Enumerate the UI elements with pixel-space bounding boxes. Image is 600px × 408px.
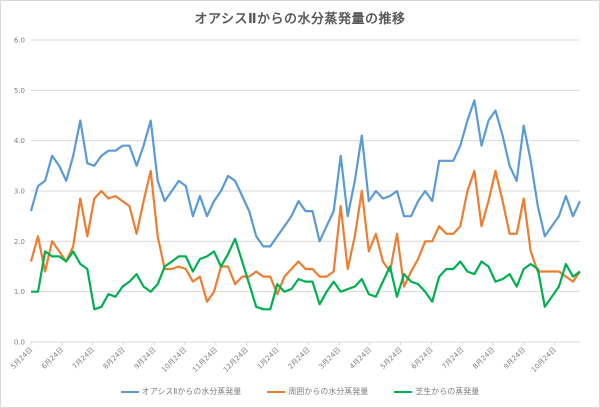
y-tick-label: 2.0: [14, 238, 25, 246]
legend-swatch-blue: [120, 390, 139, 393]
x-tick-label: 8月24日: [471, 346, 496, 371]
y-tick-label: 3.0: [14, 188, 25, 196]
legend-swatch-orange: [267, 390, 286, 393]
x-tick-label: 2月24日: [287, 346, 312, 371]
chart-title: オアシスⅡからの水分蒸発量の推移: [194, 12, 406, 27]
legend-item-surroundings: 周囲からの水分蒸発量: [267, 386, 368, 397]
x-tick-label: 5月24日: [9, 346, 34, 371]
x-tick-label: 6月24日: [410, 346, 435, 371]
x-tick-label: 8月24日: [102, 346, 127, 371]
y-tick-label: 0.0: [14, 339, 25, 347]
legend-item-oasis: オアシスⅡからの水分蒸発量: [120, 386, 242, 397]
y-tick-label: 4.0: [14, 137, 25, 145]
series-line-oasis: [29, 99, 581, 248]
legend-label: 周囲からの水分蒸発量: [288, 387, 369, 396]
x-tick-label: 11月24日: [191, 346, 219, 374]
series-line-surroundings: [29, 169, 581, 303]
legend-label: 芝生からの蒸発量: [415, 387, 480, 396]
legend-label: オアシスⅡからの水分蒸発量: [141, 387, 242, 396]
y-tick-label: 6.0: [14, 37, 25, 45]
x-tick-label: 6月24日: [40, 346, 65, 371]
x-tick-label: 4月24日: [348, 346, 373, 371]
legend-item-lawn: 芝生からの蒸発量: [394, 386, 479, 397]
x-tick-label: 12月24日: [222, 346, 250, 374]
x-tick-label: 10月24日: [530, 346, 558, 374]
x-tick-label: 5月24日: [379, 346, 404, 371]
legend-swatch-green: [394, 390, 413, 393]
x-tick-label: 7月24日: [441, 346, 466, 371]
chart-legend: オアシスⅡからの水分蒸発量 周囲からの水分蒸発量 芝生からの蒸発量: [0, 386, 600, 397]
x-tick-label: 9月24日: [133, 346, 158, 371]
series-line-lawn: [31, 237, 581, 311]
x-tick-label: 10月24日: [160, 346, 188, 374]
x-tick-label: 1月24日: [256, 346, 281, 371]
x-tick-label: 7月24日: [71, 346, 96, 371]
x-tick-label: 3月24日: [317, 346, 342, 371]
y-tick-label: 5.0: [14, 87, 25, 95]
y-tick-label: 1.0: [14, 288, 25, 296]
x-tick-label: 9月24日: [502, 346, 527, 371]
